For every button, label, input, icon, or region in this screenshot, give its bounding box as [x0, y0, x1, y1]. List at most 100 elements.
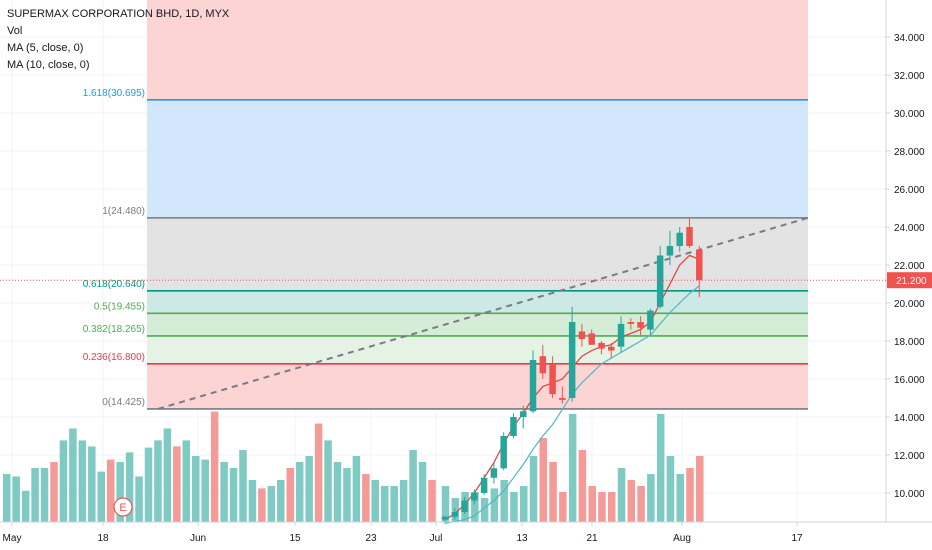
volume-bar	[3, 474, 11, 522]
event-marker[interactable]: E	[113, 497, 133, 517]
chart-legend: SUPERMAX CORPORATION BHD, 1D, MYX Vol MA…	[7, 8, 230, 71]
candle-body	[588, 333, 595, 345]
candle-body	[676, 232, 683, 246]
candle	[510, 413, 517, 438]
volume-bar	[125, 452, 134, 522]
volume-bar	[201, 459, 209, 522]
fib-zone	[147, 290, 808, 314]
volume-bar	[173, 446, 181, 522]
candle-body	[559, 398, 566, 400]
fib-zone	[147, 335, 808, 364]
y-tick-label: 30.000	[894, 109, 925, 120]
fib-zone	[147, 313, 808, 336]
candle	[666, 230, 674, 265]
candle	[539, 344, 547, 379]
volume-bar	[343, 468, 351, 522]
legend-title: SUPERMAX CORPORATION BHD, 1D, MYX	[7, 8, 230, 20]
volume-bar	[568, 414, 577, 522]
fib-level-label: 0(14.425)	[102, 397, 145, 408]
candle-body	[519, 411, 527, 417]
fib-level-label: 1(24.480)	[102, 206, 145, 217]
volume-bar	[390, 486, 398, 522]
x-tick-label: Aug	[673, 533, 691, 544]
volume-bar	[31, 468, 39, 522]
candle	[451, 508, 459, 520]
fib-level-label: 0.618(20.640)	[83, 279, 145, 290]
candle-body	[471, 493, 478, 501]
volume-bar	[21, 490, 30, 522]
candle	[647, 308, 654, 336]
volume-bar	[647, 474, 655, 522]
fib-level-label: 0.236(16.800)	[83, 352, 145, 363]
volume-bar	[333, 462, 342, 522]
volume-bar	[686, 468, 694, 522]
x-tick-label: May	[3, 533, 22, 544]
y-tick-label: 24.000	[894, 223, 925, 234]
volume-bar	[441, 486, 450, 522]
y-tick-label: 18.000	[894, 337, 925, 348]
volume-bar	[490, 488, 499, 522]
candle	[490, 462, 498, 484]
candle	[471, 489, 478, 505]
candle	[549, 356, 556, 398]
volume-bar	[40, 468, 49, 522]
x-tick-label: 18	[97, 533, 109, 544]
candle-body	[461, 500, 468, 512]
candle	[500, 432, 507, 471]
y-tick-label: 32.000	[894, 71, 925, 82]
candle-body	[647, 310, 654, 330]
candle	[686, 217, 693, 248]
volume-bar	[50, 462, 58, 522]
earnings-event-label: E	[119, 502, 126, 514]
candle-body	[598, 342, 605, 349]
volume-bar	[399, 480, 408, 522]
fib-zone	[147, 0, 808, 100]
price-axis[interactable]: 10.000 12.000 14.000 16.000 18.000 20.000 22.0…	[0, 0, 932, 522]
x-tick-label: Jun	[190, 533, 206, 544]
legend-ma10: MA (10, close, 0)	[7, 59, 90, 71]
candle-body	[549, 363, 556, 395]
volume-bar	[69, 428, 77, 522]
candle	[637, 316, 644, 336]
candle	[568, 306, 576, 402]
volume-bar	[676, 474, 684, 522]
fib-level-label: 0.382(18.265)	[83, 324, 145, 335]
volume-bar	[192, 456, 200, 522]
candle-body	[686, 227, 693, 246]
candle-body	[656, 255, 664, 307]
volume-bar	[229, 468, 238, 522]
candle	[559, 386, 566, 404]
volume-bar	[182, 440, 191, 522]
volume-bar	[135, 476, 143, 522]
y-tick-label: 20.000	[894, 299, 925, 310]
earnings-event-icon[interactable]	[113, 497, 133, 517]
volume-bar	[116, 462, 124, 522]
y-tick-label: 22.000	[894, 261, 925, 272]
last-price-label: 21.200	[896, 276, 927, 287]
volume-bar	[480, 498, 489, 522]
candle	[676, 227, 683, 252]
volume-bar	[305, 456, 313, 522]
volume-bar	[428, 480, 436, 522]
candle-body	[441, 516, 449, 520]
x-tick-label: 17	[791, 533, 803, 544]
volume-bar	[549, 462, 557, 522]
candle	[696, 246, 703, 298]
candle	[598, 341, 605, 355]
x-tick-label: 13	[516, 533, 528, 544]
candle-body	[578, 331, 586, 340]
x-tick-label: Jul	[430, 533, 443, 544]
y-tick-label: 10.000	[894, 489, 925, 500]
time-axis[interactable]: May 18 Jun 15 23 Jul 13 21 Aug 17	[0, 521, 932, 544]
volume-bar	[539, 438, 548, 522]
volume-bar	[559, 492, 567, 522]
candle	[529, 350, 537, 414]
volume-bar	[78, 440, 87, 522]
y-tick-label: 34.000	[894, 33, 925, 44]
y-tick-label: 14.000	[894, 413, 925, 424]
volume-bar	[471, 492, 479, 522]
fib-zone	[147, 363, 808, 409]
candle-body	[529, 360, 537, 412]
fib-level-label: 0.5(19.455)	[94, 301, 145, 312]
